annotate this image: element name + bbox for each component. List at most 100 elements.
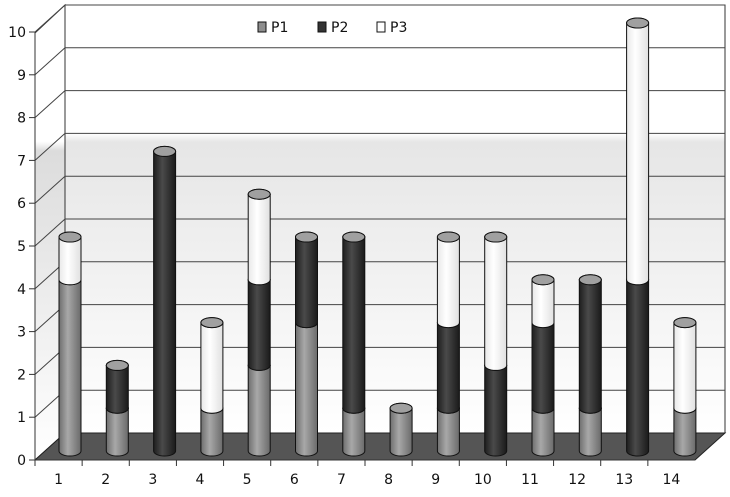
bar-body (295, 322, 318, 457)
legend-item-P3: P3 (376, 20, 407, 36)
bar-P2-11 (531, 317, 555, 414)
bar-stack-10 (484, 231, 508, 457)
bar-stack-2 (105, 359, 129, 457)
x-axis: 1 2 3 4 5 6 7 8 9 10 11 12 13 14 (34, 459, 695, 488)
bar-P1-1 (58, 274, 82, 457)
bar-P2-13 (626, 274, 650, 457)
y-tick-label: 2 (17, 367, 26, 383)
bar-body (200, 322, 224, 414)
y-tick-label: 8 (17, 111, 26, 127)
legend-label: P3 (390, 20, 407, 36)
bar-P2-5 (247, 274, 271, 371)
bar-P3-14 (673, 317, 697, 414)
bar-cap (200, 317, 224, 329)
y-tick-label: 4 (17, 282, 26, 298)
bar-body (105, 407, 129, 457)
bar-stack-9 (436, 231, 460, 457)
gridline (34, 90, 725, 118)
bar-P2-7 (342, 231, 366, 414)
x-tick-label: 14 (663, 472, 681, 488)
bar-cap (342, 231, 366, 243)
gridline (34, 132, 725, 161)
bar-stack-7 (342, 231, 366, 457)
bar-body (153, 150, 177, 457)
legend-item-P2: P2 (317, 20, 348, 36)
legend: P1 P2 P3 (257, 20, 407, 36)
x-tick-label: 3 (148, 472, 157, 488)
bar-stack-1 (58, 231, 82, 457)
y-tick-label: 3 (17, 325, 26, 341)
gridline (34, 47, 725, 76)
bar-body (389, 407, 413, 457)
bar-body (295, 236, 318, 329)
y-tick-label: 5 (17, 239, 26, 255)
bar-stack-14 (673, 317, 697, 457)
bar-cap (673, 317, 697, 329)
floor (33, 432, 727, 461)
bar-P3-13 (626, 17, 650, 286)
bar-body (342, 407, 366, 457)
y-tick-label: 0 (17, 453, 26, 469)
legend-label: P2 (331, 20, 348, 36)
legend-swatch (257, 21, 267, 33)
x-tick-label: 4 (196, 472, 205, 488)
bar-stack-12 (578, 274, 602, 457)
bar-stack-4 (200, 317, 224, 457)
bar-stack-8 (389, 402, 413, 457)
bar-body (436, 407, 460, 457)
bar-body (247, 193, 271, 286)
x-tick-label: 5 (243, 472, 252, 488)
x-tick-label: 13 (615, 472, 633, 488)
bar-cap (295, 231, 318, 243)
bar-stack-11 (531, 274, 555, 457)
bar-body (247, 364, 271, 457)
bar-body (58, 236, 82, 286)
legend-label: P1 (271, 20, 288, 36)
gridline (34, 175, 725, 204)
bar-cap (484, 231, 508, 243)
bar-cap (153, 145, 177, 157)
y-tick-label: 6 (17, 196, 26, 212)
bar-body (200, 407, 224, 457)
bar-body (578, 407, 602, 457)
bar-body (626, 22, 650, 286)
bar-cap (531, 274, 555, 286)
bar-body (105, 364, 129, 414)
bar-body (531, 407, 555, 457)
y-tick-label: 9 (17, 68, 26, 84)
bar-cap (58, 231, 82, 243)
bar-stack-5 (247, 188, 271, 457)
y-tick-label: 10 (8, 25, 26, 41)
bar-cap (105, 359, 129, 371)
x-tick-label: 6 (290, 472, 299, 488)
legend-item-P1: P1 (257, 20, 288, 36)
bar-body (578, 279, 602, 414)
x-tick-label: 11 (521, 472, 539, 488)
bar-body (247, 279, 271, 371)
bar-cap (247, 188, 271, 200)
bar-stack-6 (295, 231, 318, 457)
x-tick-label: 8 (384, 472, 393, 488)
bar-body (436, 322, 460, 414)
bar-body (531, 322, 555, 414)
bar-P1-6 (295, 317, 318, 457)
y-tick-label: 1 (17, 410, 26, 426)
bar-body (484, 364, 508, 457)
bar-body (342, 236, 366, 414)
bar-P2-6 (295, 231, 318, 329)
x-tick-label: 1 (54, 472, 63, 488)
bar-P3-5 (247, 188, 271, 286)
legend-swatch (317, 21, 327, 33)
x-tick-label: 12 (568, 472, 586, 488)
x-tick-label: 9 (431, 472, 440, 488)
y-axis: 0 1 2 3 4 5 6 7 8 9 10 (8, 25, 36, 469)
bar-P2-9 (436, 317, 460, 414)
x-tick-label: 2 (101, 472, 110, 488)
x-tick-label: 7 (337, 472, 346, 488)
bar-body (58, 279, 82, 457)
bar-body (626, 279, 650, 457)
bar-P3-9 (436, 231, 460, 329)
bar-cap (578, 274, 602, 286)
x-tick-label: 10 (474, 472, 492, 488)
